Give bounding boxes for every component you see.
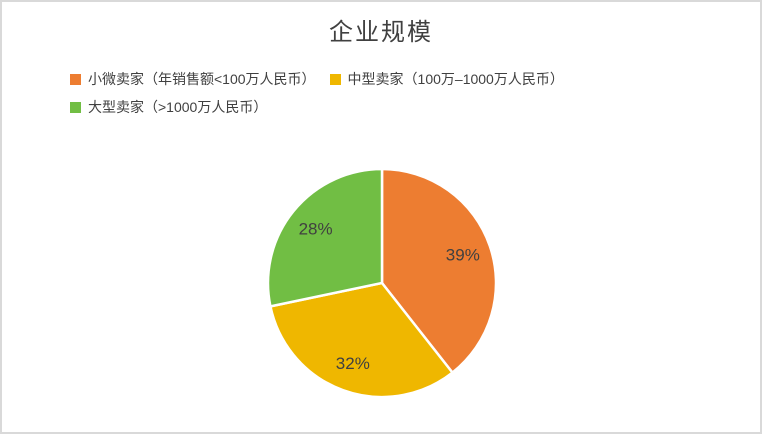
- pie-slice: [269, 281, 454, 399]
- pie-slice-label: 28%: [299, 220, 333, 239]
- legend-label: 小微卖家（年销售额<100万人民币）: [88, 71, 316, 87]
- legend-swatch-icon: [329, 74, 341, 85]
- legend-item: 小微卖家（年销售额<100万人民币）: [70, 70, 316, 89]
- legend-label: 中型卖家（100万–1000万人民币）: [347, 71, 564, 87]
- legend-swatch-icon: [70, 74, 81, 85]
- legend: 小微卖家（年销售额<100万人民币） 中型卖家（100万–1000万人民币） 大型卖…: [70, 70, 726, 117]
- chart-title: 企业规模: [329, 18, 433, 46]
- legend-label: 大型卖家（>1000万人民币）: [88, 99, 268, 115]
- legend-item: 中型卖家（100万–1000万人民币）: [329, 70, 564, 89]
- pie-slice-label: 39%: [446, 246, 480, 265]
- pie-slice: [266, 167, 384, 308]
- pie-slice-label: 32%: [336, 354, 370, 373]
- legend-item: 大型卖家（>1000万人民币）: [70, 98, 267, 117]
- pie-slice: [380, 167, 498, 374]
- legend-swatch-icon: [70, 102, 81, 113]
